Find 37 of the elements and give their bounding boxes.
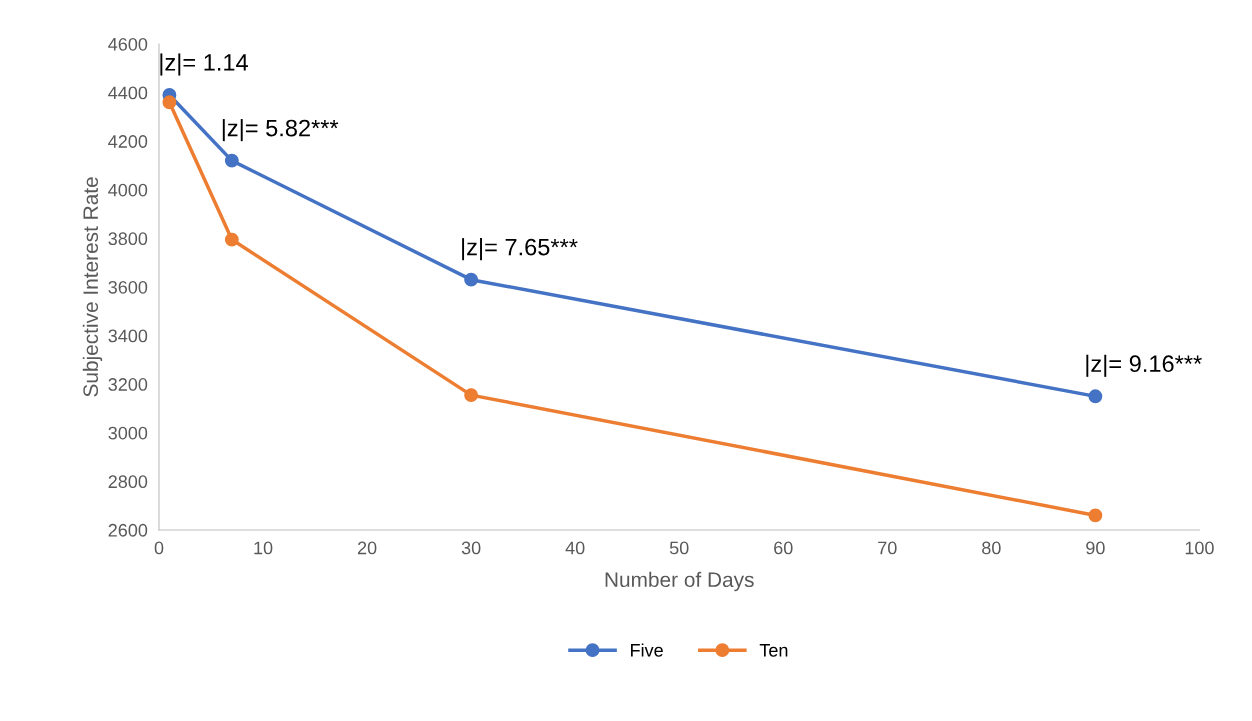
x-tick-label: 30: [461, 541, 481, 555]
x-tick-label: 70: [878, 541, 897, 555]
y-tick-label: 4400: [108, 86, 148, 100]
y-tick-label: 3600: [108, 280, 148, 294]
y-tick-label: 2800: [108, 475, 148, 489]
y-tick-label: 3800: [108, 232, 148, 246]
x-tick-label: 80: [982, 541, 1001, 555]
x-tick-label: 40: [565, 541, 585, 555]
y-tick-label: 3200: [108, 378, 148, 391]
point: [224, 153, 239, 168]
point: [1088, 389, 1103, 404]
point: [464, 388, 479, 403]
x-tick-label: 100: [1185, 541, 1214, 555]
x-tick-label: 0: [154, 541, 164, 555]
y-axis-title: Subjective Interest Rate: [82, 177, 103, 397]
y-tick-label: 3400: [108, 329, 148, 343]
x-tick-label: 60: [774, 541, 793, 555]
point: [162, 95, 177, 110]
annotation: |z|= 7.65***: [462, 238, 578, 261]
point: [224, 232, 239, 247]
legend-label: Ten: [759, 644, 788, 657]
annotation: |z|= 9.16***: [1086, 354, 1202, 377]
annotation: |z|= 5.82***: [222, 119, 339, 142]
point: [464, 272, 479, 287]
point: [1088, 508, 1103, 523]
legend-label: Five: [631, 643, 663, 657]
y-tick-label: 4600: [108, 37, 148, 51]
x-tick-label: 20: [357, 541, 377, 555]
y-tick-label: 4200: [108, 135, 148, 148]
x-tick-label: 50: [669, 541, 689, 555]
y-tick-label: 4000: [108, 183, 148, 197]
x-tick-label: 90: [1086, 541, 1105, 555]
y-tick-label: 3000: [108, 426, 148, 440]
annotation: |z|= 1.14: [160, 53, 248, 76]
x-tick-label: 10: [254, 541, 273, 555]
x-axis-title: Number of Days: [605, 571, 754, 592]
y-tick-label: 2600: [108, 523, 148, 537]
